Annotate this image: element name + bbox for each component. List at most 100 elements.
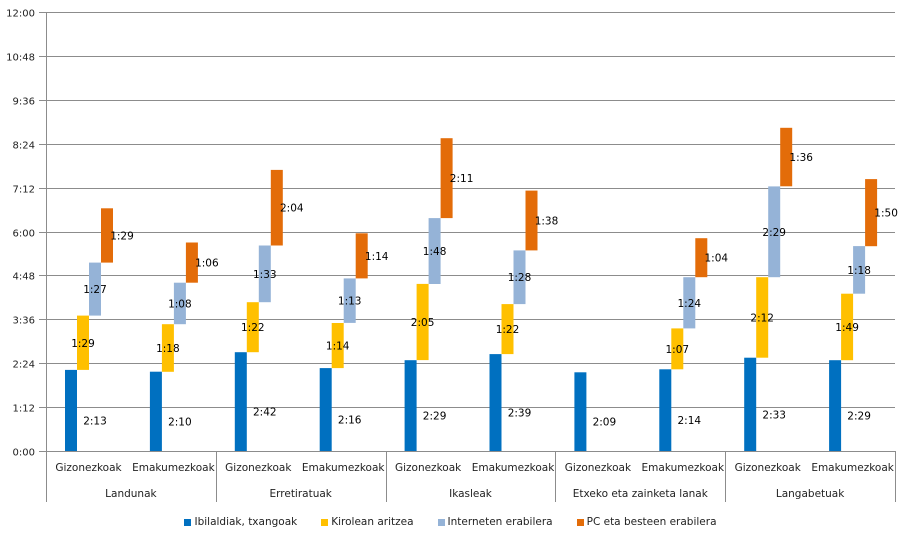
data-label: 2:14 xyxy=(678,415,702,427)
data-label: 1:38 xyxy=(535,216,559,228)
x-tick-label: Gizonezkoak xyxy=(225,462,292,474)
data-label: 1:27 xyxy=(83,284,107,296)
x-tick-label: Emakumezkoak xyxy=(302,462,385,474)
data-label: 2:12 xyxy=(750,313,774,325)
legend-item: Ibilaldiak, txangoak xyxy=(184,516,297,528)
y-tick-label: 0:00 xyxy=(13,448,35,459)
bar-kirolean-aritzea xyxy=(756,277,769,358)
bar-ibilaldiak-txangoak xyxy=(404,360,417,451)
x-tick-label: Gizonezkoak xyxy=(565,462,632,474)
x-group-label: Etxeko eta zainketa lanak xyxy=(573,488,709,500)
data-label: 2:29 xyxy=(762,227,786,239)
bar-ibilaldiak-txangoak xyxy=(744,357,757,451)
legend-swatch xyxy=(437,518,445,526)
legend-item: Interneten erabilera xyxy=(437,516,553,528)
y-tick-label: 12:00 xyxy=(6,9,35,20)
data-label: 1:48 xyxy=(423,246,447,258)
bar-interneten-erabilera xyxy=(343,278,356,323)
x-tick-label: Emakumezkoak xyxy=(811,462,894,474)
data-label: 2:39 xyxy=(508,408,532,420)
bar-pc-eta-besteen-erabilera xyxy=(525,190,538,251)
bar-pc-eta-besteen-erabilera xyxy=(355,233,368,279)
bar-pc-eta-besteen-erabilera xyxy=(780,127,793,187)
bar-interneten-erabilera xyxy=(513,250,526,305)
data-label: 1:18 xyxy=(156,343,180,355)
bar-interneten-erabilera xyxy=(89,262,101,316)
x-group-label: Langabetuak xyxy=(776,488,845,500)
data-label: 1:08 xyxy=(168,298,192,310)
legend-label: Kirolean aritzea xyxy=(331,516,414,528)
data-label: 1:06 xyxy=(195,258,219,270)
bar-ibilaldiak-txangoak xyxy=(574,372,587,451)
bar-kirolean-aritzea xyxy=(331,323,344,369)
bar-interneten-erabilera xyxy=(258,245,271,303)
legend-swatch xyxy=(576,518,584,526)
bar-pc-eta-besteen-erabilera xyxy=(695,238,708,278)
y-tick-label: 1:12 xyxy=(13,404,35,415)
x-tick-label: Gizonezkoak xyxy=(735,462,802,474)
y-tick-label: 2:24 xyxy=(13,360,35,371)
bar-kirolean-aritzea xyxy=(416,283,429,361)
data-label: 2:29 xyxy=(423,411,447,423)
y-tick-label: 7:12 xyxy=(13,185,35,196)
data-label: 2:04 xyxy=(280,203,304,215)
data-label: 2:13 xyxy=(83,416,107,428)
data-label: 1:22 xyxy=(241,322,265,334)
bar-kirolean-aritzea xyxy=(77,315,89,370)
legend-label: PC eta besteen erabilera xyxy=(586,516,717,528)
data-label: 1:07 xyxy=(666,344,690,356)
data-label: 2:11 xyxy=(450,173,474,185)
bar-pc-eta-besteen-erabilera xyxy=(185,242,198,283)
x-tick-label: Emakumezkoak xyxy=(472,462,555,474)
data-label: 2:09 xyxy=(593,417,617,429)
x-group-label: Erretiratuak xyxy=(270,488,333,500)
data-label: 1:49 xyxy=(835,322,859,334)
legend-label: Interneten erabilera xyxy=(447,516,553,528)
bar-ibilaldiak-txangoak xyxy=(149,371,162,451)
data-labels: 2:13 1:29 1:27 1:29 2:10 1:18 1:08 1:06 2:42 1:22… xyxy=(71,152,898,429)
bar-interneten-erabilera xyxy=(173,282,186,325)
data-label: 1:22 xyxy=(496,324,520,336)
bar-ibilaldiak-txangoak xyxy=(829,360,842,451)
bar-kirolean-aritzea xyxy=(501,304,514,355)
bar-pc-eta-besteen-erabilera xyxy=(270,169,283,246)
chart-area: 0:00 1:12 2:24 3:36 4:48 6:00 7:12 8:24 9:36 10:4… xyxy=(6,9,898,502)
data-label: 1:50 xyxy=(874,208,898,220)
data-label: 1:04 xyxy=(705,253,729,265)
bars xyxy=(65,127,878,451)
bar-ibilaldiak-txangoak xyxy=(234,352,247,451)
y-tick-label: 4:48 xyxy=(13,272,35,283)
legend-label: Ibilaldiak, txangoak xyxy=(194,516,298,528)
y-tick-label: 8:24 xyxy=(13,141,35,152)
bar-pc-eta-besteen-erabilera xyxy=(440,138,453,219)
gridlines xyxy=(39,12,895,502)
data-label: 2:33 xyxy=(762,409,786,421)
bar-interneten-erabilera xyxy=(853,246,866,294)
bar-interneten-erabilera xyxy=(768,186,781,278)
x-tick-label: Emakumezkoak xyxy=(642,462,725,474)
bar-ibilaldiak-txangoak xyxy=(319,368,332,451)
legend-item: PC eta besteen erabilera xyxy=(576,516,717,528)
data-label: 1:24 xyxy=(678,298,702,310)
bar-interneten-erabilera xyxy=(683,277,696,329)
y-tick-label: 6:00 xyxy=(13,229,35,240)
data-label: 2:05 xyxy=(411,317,435,329)
legend: Ibilaldiak, txangoak Kirolean aritzea Inte… xyxy=(0,512,901,532)
bar-kirolean-aritzea xyxy=(246,302,259,353)
data-label: 1:33 xyxy=(253,269,277,281)
y-axis-ticks: 0:00 1:12 2:24 3:36 4:48 6:00 7:12 8:24 9:36 10:4… xyxy=(6,9,35,459)
data-label: 2:16 xyxy=(338,415,362,427)
bar-interneten-erabilera xyxy=(428,218,441,284)
data-label: 1:29 xyxy=(71,338,95,350)
bar-pc-eta-besteen-erabilera xyxy=(865,179,878,247)
data-label: 1:28 xyxy=(508,272,532,284)
data-label: 1:18 xyxy=(847,265,871,277)
y-tick-label: 9:36 xyxy=(13,97,35,108)
bar-pc-eta-besteen-erabilera xyxy=(101,208,113,263)
x-group-label: Landunak xyxy=(105,488,157,500)
data-label: 1:36 xyxy=(789,152,813,164)
x-tick-label: Gizonezkoak xyxy=(55,462,122,474)
y-tick-label: 10:48 xyxy=(6,53,35,64)
legend-swatch xyxy=(184,518,192,526)
data-label: 2:42 xyxy=(253,407,277,419)
